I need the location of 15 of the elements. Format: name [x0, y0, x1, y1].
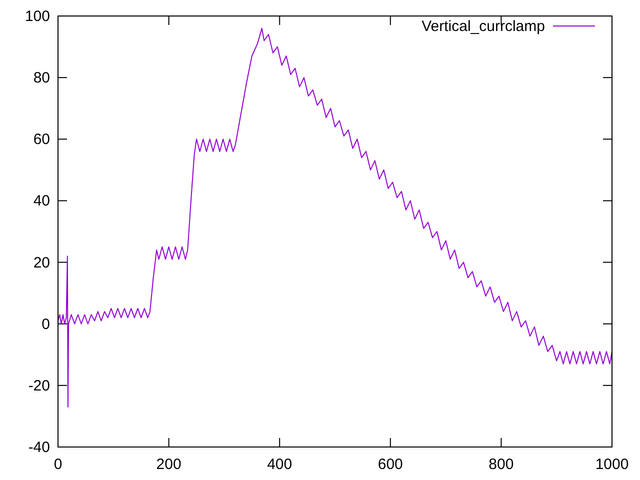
y-tick-label: 20: [33, 254, 50, 272]
text: Vertical_currclamp: [422, 18, 545, 35]
y-tick-label: 100: [24, 8, 50, 25]
y-tick-label: -40: [28, 439, 50, 456]
x-tick-label: 600: [378, 456, 403, 473]
y-tick-label: 60: [33, 131, 50, 148]
x-tick-label: 400: [267, 456, 292, 473]
x-tick-label: 0: [54, 456, 62, 473]
y-tick-label: 80: [33, 70, 50, 87]
y-tick-label: -20: [28, 377, 50, 394]
y-tick-label: 0: [42, 316, 50, 333]
x-tick-label: 800: [488, 456, 514, 473]
x-tick-label: 1000: [595, 456, 629, 473]
y-tick-label: 40: [33, 192, 50, 210]
x-tick-label: 200: [156, 456, 182, 473]
